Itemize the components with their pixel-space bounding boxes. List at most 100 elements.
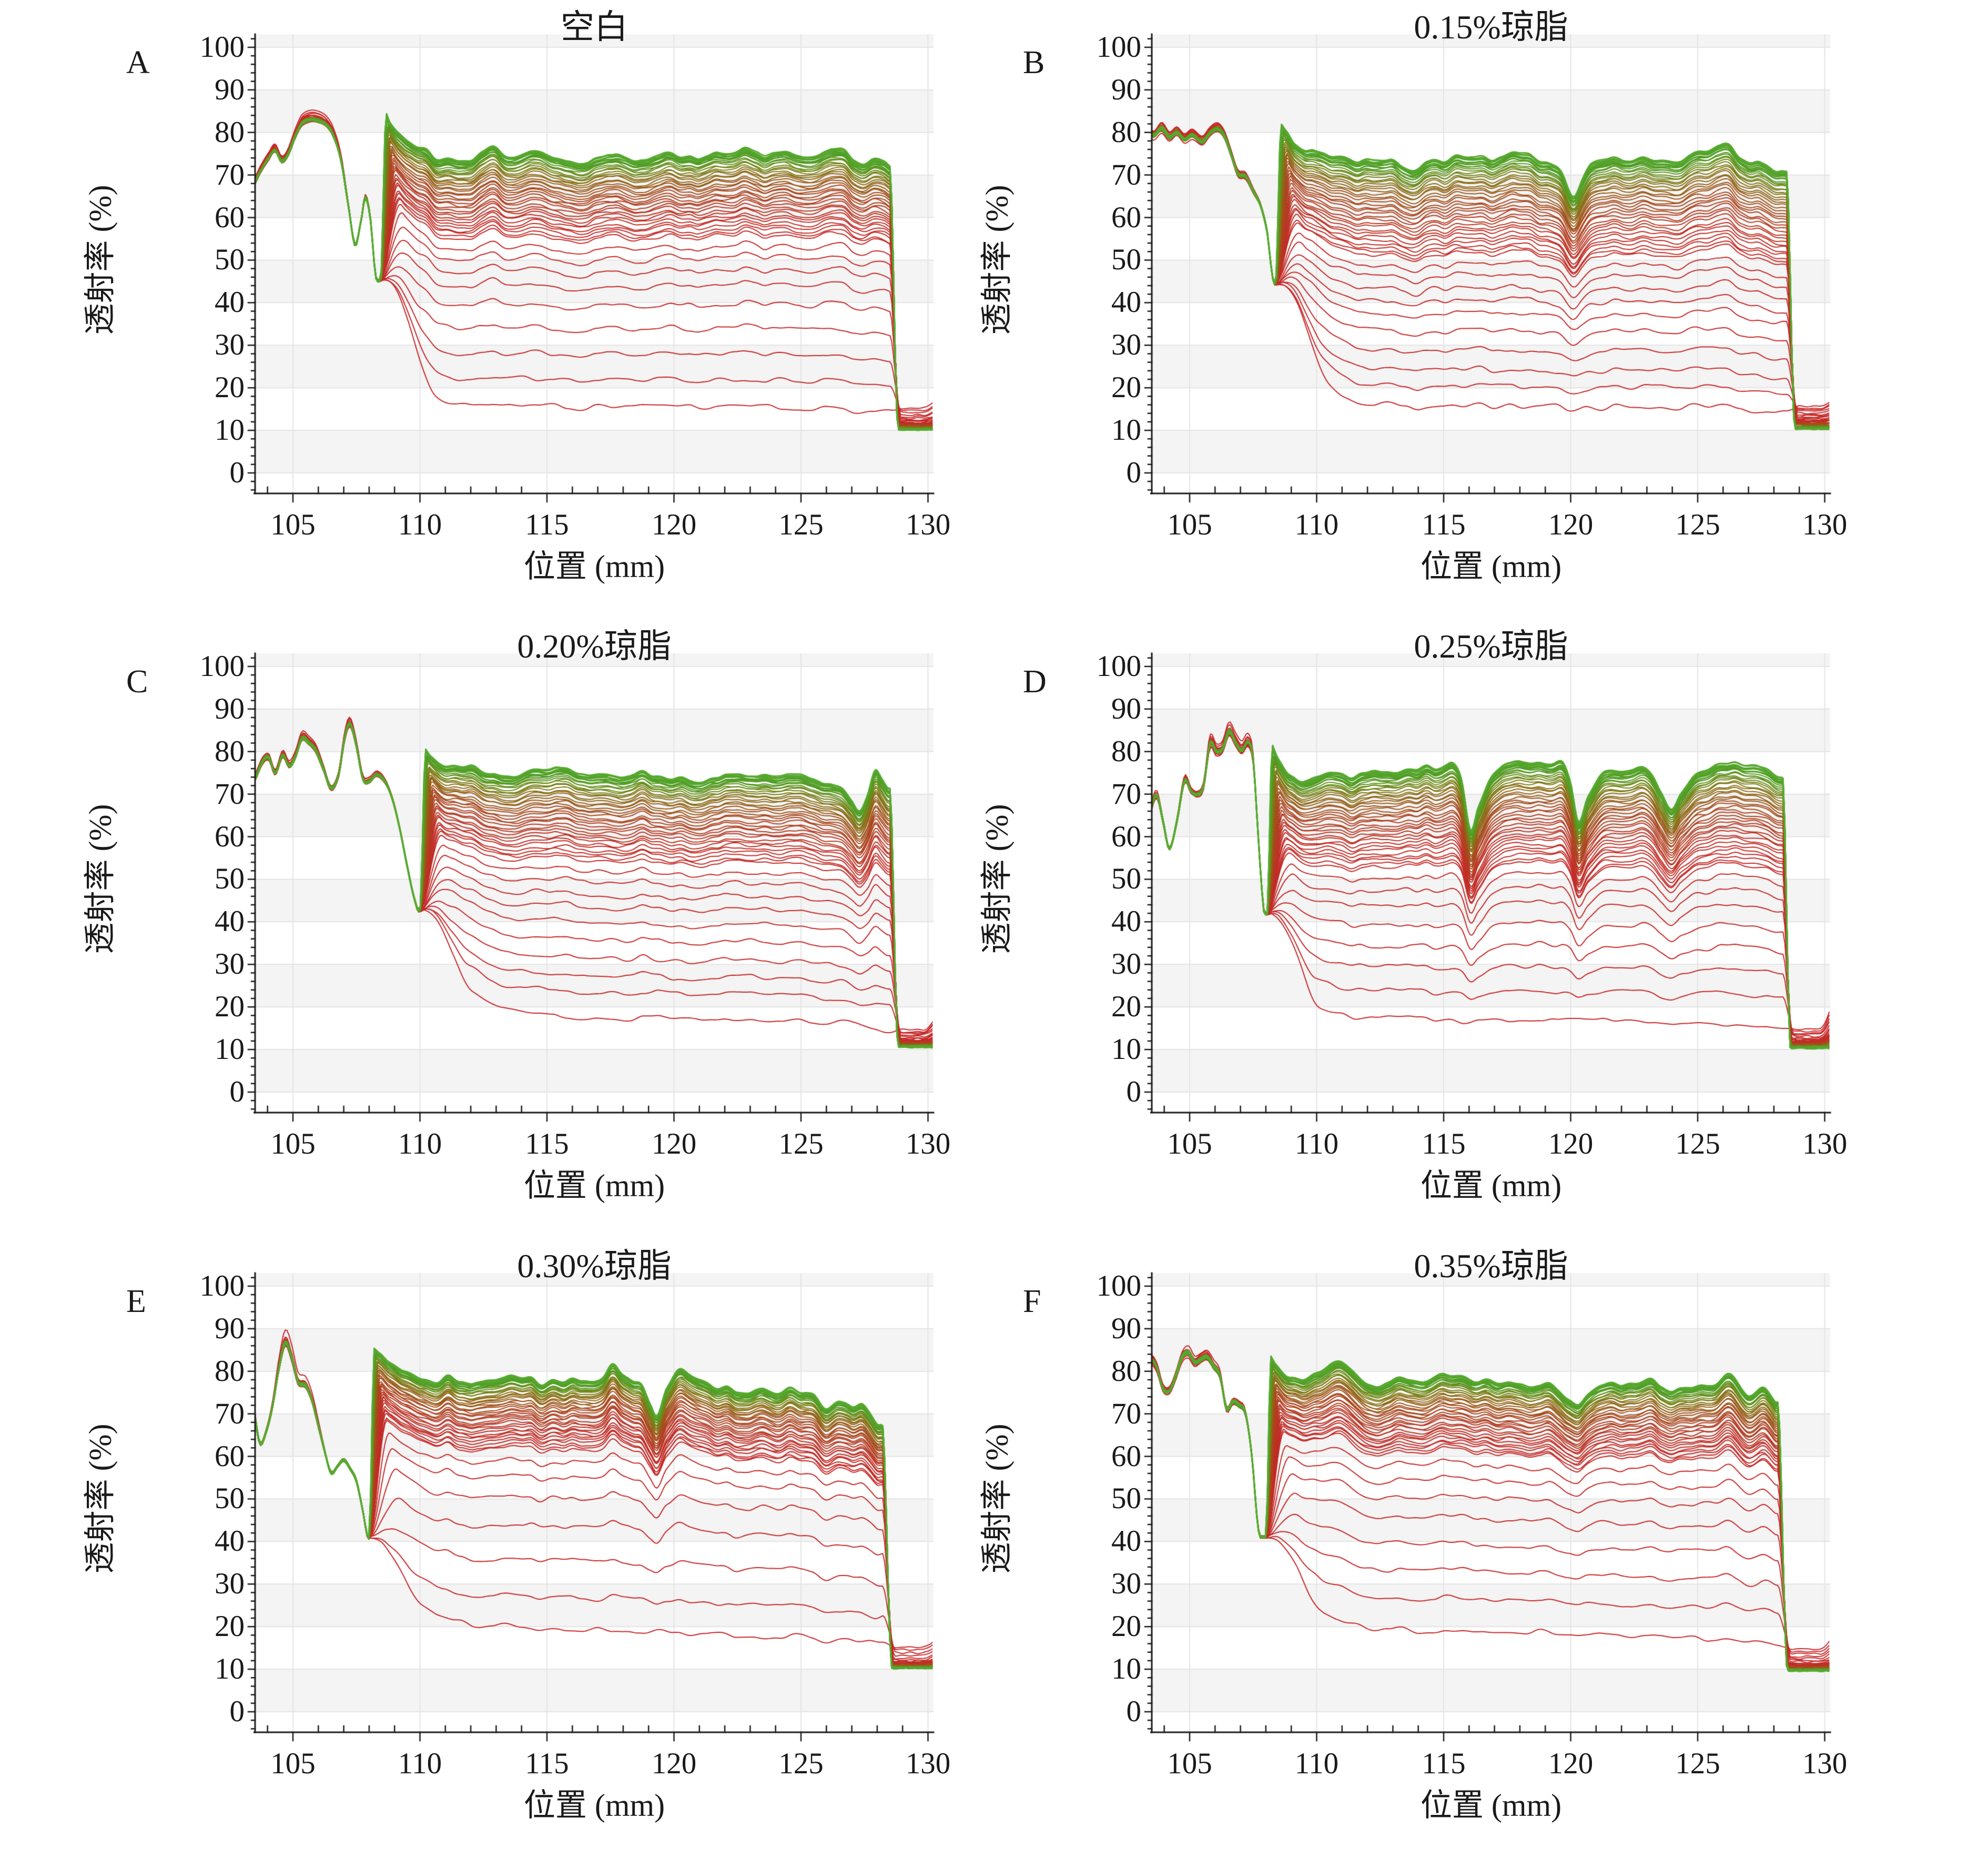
y-tick-label: 60: [215, 820, 245, 853]
x-tick-label: 105: [270, 508, 316, 541]
panel-c: 0.20%琼脂 C 透射率 (%) 位置 (mm) 0 10 20 30 40 50 60 7…: [0, 619, 994, 1238]
y-tick-label: 40: [1111, 905, 1141, 938]
y-axis-label: 透射率 (%): [83, 804, 118, 954]
panel-b: 0.15%琼脂 B 透射率 (%) 位置 (mm) 0 10 20 30 40 50 60 7…: [897, 0, 1891, 619]
x-tick-label: 115: [525, 1127, 569, 1160]
x-tick-label: 125: [778, 1127, 824, 1160]
x-axis-label: 位置 (mm): [1420, 1788, 1562, 1823]
y-tick-label: 90: [1111, 692, 1141, 725]
y-tick-label: 20: [1111, 371, 1141, 405]
x-tick-label: 110: [1294, 1127, 1339, 1160]
plot-canvas-c: [0, 619, 994, 1238]
y-tick-label: 0: [1126, 456, 1142, 489]
y-tick-label: 20: [215, 990, 245, 1024]
y-tick-label: 50: [1111, 1482, 1141, 1516]
plot-canvas-f: [897, 1239, 1891, 1858]
panel-title: 0.15%琼脂: [1414, 8, 1568, 46]
y-tick-label: 30: [1111, 328, 1141, 362]
panel-letter: E: [126, 1284, 146, 1319]
x-axis-label: 位置 (mm): [523, 549, 665, 584]
x-tick-label: 125: [1675, 1747, 1720, 1780]
x-tick-label: 125: [778, 1747, 824, 1780]
panel-e: 0.30%琼脂 E 透射率 (%) 位置 (mm) 0 10 20 30 40 50 60 7…: [0, 1239, 994, 1858]
y-tick-label: 60: [215, 200, 245, 234]
y-tick-label: 100: [1096, 1269, 1142, 1302]
y-tick-label: 50: [215, 243, 245, 277]
y-tick-label: 50: [1111, 862, 1141, 896]
y-tick-label: 0: [229, 456, 245, 489]
x-tick-label: 120: [1548, 1127, 1594, 1160]
y-tick-label: 40: [215, 1524, 245, 1558]
y-axis-label: 透射率 (%): [979, 1423, 1015, 1574]
plot-canvas-b: [897, 0, 1891, 619]
x-tick-label: 110: [398, 1127, 442, 1160]
y-tick-label: 40: [1111, 1524, 1141, 1558]
y-tick-label: 80: [1111, 734, 1141, 768]
y-tick-label: 70: [1111, 1397, 1141, 1430]
y-tick-label: 0: [1126, 1695, 1142, 1728]
x-tick-label: 110: [1294, 508, 1339, 541]
x-tick-label: 115: [1422, 1747, 1466, 1780]
y-tick-label: 50: [215, 862, 245, 896]
panel-letter: F: [1023, 1284, 1041, 1319]
y-tick-label: 20: [1111, 1610, 1141, 1643]
panel-a: 空白 A 透射率 (%) 位置 (mm) 0 10 20 30 40 50 60 70 80 90…: [0, 0, 994, 619]
y-tick-label: 90: [215, 692, 245, 725]
y-axis-label: 透射率 (%): [979, 804, 1015, 954]
panel-f: 0.35%琼脂 F 透射率 (%) 位置 (mm) 0 10 20 30 40 50 60 7…: [897, 1239, 1891, 1858]
x-tick-label: 110: [1294, 1747, 1339, 1780]
y-tick-label: 90: [1111, 73, 1141, 106]
x-tick-label: 105: [270, 1747, 316, 1780]
y-tick-label: 100: [199, 1269, 245, 1302]
y-tick-label: 40: [1111, 286, 1141, 319]
y-tick-label: 20: [215, 371, 245, 405]
x-tick-label: 105: [270, 1127, 316, 1160]
y-tick-label: 10: [1111, 413, 1141, 447]
y-tick-label: 20: [1111, 990, 1141, 1024]
plot-canvas-a: [0, 0, 994, 619]
y-tick-label: 10: [1111, 1033, 1141, 1066]
y-tick-label: 10: [215, 1652, 245, 1686]
y-tick-label: 50: [1111, 243, 1141, 277]
panel-title: 空白: [561, 8, 628, 46]
y-tick-label: 0: [229, 1075, 245, 1108]
y-axis-label: 透射率 (%): [83, 185, 118, 335]
y-tick-label: 70: [215, 1397, 245, 1430]
y-tick-label: 60: [1111, 820, 1141, 853]
y-tick-label: 100: [1096, 649, 1142, 683]
y-tick-label: 90: [215, 73, 245, 106]
x-tick-label: 125: [778, 508, 824, 541]
y-tick-label: 100: [1096, 30, 1142, 64]
panel-d: 0.25%琼脂 D 透射率 (%) 位置 (mm) 0 10 20 30 40 50 60 7…: [897, 619, 1891, 1238]
panel-letter: D: [1023, 664, 1047, 700]
panel-title: 0.35%琼脂: [1414, 1247, 1568, 1285]
x-axis-label: 位置 (mm): [1420, 549, 1562, 584]
y-tick-label: 40: [215, 286, 245, 319]
y-tick-label: 30: [1111, 1567, 1141, 1601]
y-tick-label: 100: [199, 649, 245, 683]
y-tick-label: 90: [215, 1311, 245, 1345]
x-axis-label: 位置 (mm): [523, 1788, 665, 1823]
y-tick-label: 60: [1111, 1439, 1141, 1473]
panel-title: 0.20%琼脂: [517, 628, 672, 665]
y-tick-label: 40: [215, 905, 245, 938]
x-tick-label: 130: [1802, 508, 1848, 541]
panel-title: 0.30%琼脂: [517, 1247, 672, 1285]
y-tick-label: 70: [215, 777, 245, 811]
x-tick-label: 120: [651, 508, 697, 541]
x-tick-label: 105: [1167, 1747, 1212, 1780]
plot-canvas-e: [0, 1239, 994, 1858]
x-axis-label: 位置 (mm): [523, 1168, 665, 1203]
y-tick-label: 60: [215, 1439, 245, 1473]
y-tick-label: 90: [1111, 1311, 1141, 1345]
x-tick-label: 105: [1167, 1127, 1212, 1160]
y-tick-label: 30: [1111, 947, 1141, 981]
panel-letter: C: [126, 664, 148, 700]
y-tick-label: 30: [215, 947, 245, 981]
x-tick-label: 130: [1802, 1747, 1848, 1780]
y-tick-label: 80: [1111, 1354, 1141, 1388]
y-tick-label: 10: [215, 1033, 245, 1066]
y-tick-label: 80: [215, 115, 245, 149]
y-tick-label: 70: [1111, 158, 1141, 191]
